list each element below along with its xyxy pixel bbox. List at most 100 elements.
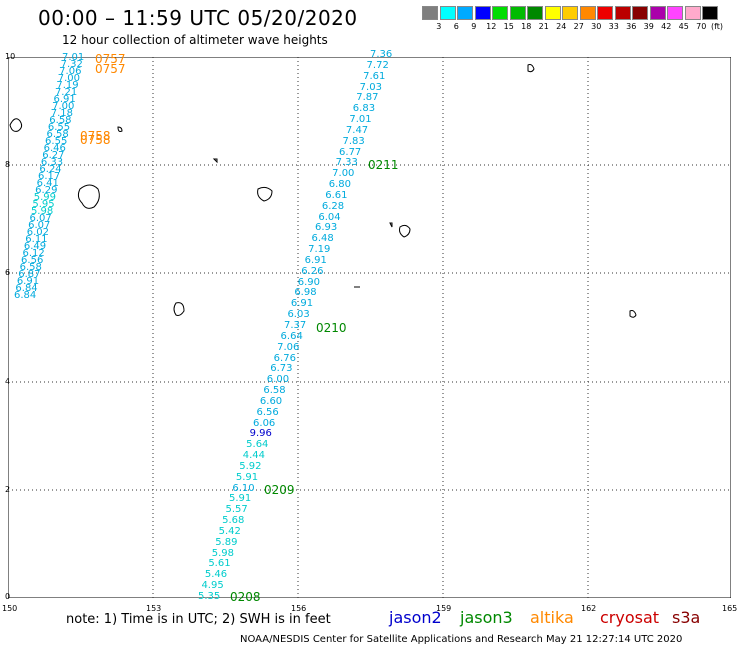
legend-label: 70 <box>696 22 707 31</box>
swh-value: 6.04 <box>318 211 341 223</box>
swh-value: 5.98 <box>211 547 235 559</box>
pass-label-altika: 0758 <box>80 133 111 147</box>
swh-value: 5.46 <box>204 569 228 581</box>
legend-swatch <box>562 6 578 20</box>
swh-value: 7.33 <box>335 157 358 169</box>
swh-value: 6.84 <box>15 283 38 294</box>
swh-value: 7.36 <box>370 49 393 60</box>
swh-value: 6.24 <box>39 164 62 175</box>
legend-swatch <box>579 6 596 20</box>
swh-value: 6.91 <box>290 298 314 310</box>
map-title: 00:00 – 11:59 UTC 05/20/2020 <box>38 6 358 30</box>
swh-value: 6.98 <box>294 287 317 299</box>
y-tick-label: 0 <box>5 592 11 601</box>
swh-value: 5.91 <box>228 493 252 505</box>
swh-value: 5.92 <box>239 460 262 472</box>
island-outline <box>399 224 411 238</box>
y-tick-label: 10 <box>5 52 16 61</box>
swh-value: 6.49 <box>23 241 47 252</box>
swh-value: 5.42 <box>218 525 241 537</box>
pass-label-altika: 0758 <box>80 129 111 143</box>
swh-value: 6.29 <box>35 185 58 196</box>
y-tick-label: 6 <box>5 268 11 277</box>
swh-value: 6.84 <box>14 290 37 301</box>
pass-label-0210: 0210 <box>316 321 347 335</box>
legend-label: 42 <box>661 22 672 31</box>
legend-label: 12 <box>486 22 497 31</box>
legend-label: 36 <box>626 22 637 31</box>
swh-value: 7.21 <box>54 87 78 98</box>
legend-label: 21 <box>538 22 549 31</box>
swh-value: 6.58 <box>46 129 69 140</box>
swh-value: 6.46 <box>43 143 66 154</box>
swh-value: 6.73 <box>270 363 293 375</box>
island-outline <box>117 126 123 132</box>
swh-value: 6.58 <box>263 385 286 397</box>
y-tick-label: 4 <box>5 377 11 386</box>
legend-swatch <box>614 6 631 20</box>
y-tick-label: 2 <box>5 485 11 494</box>
satellite-label-jason3: jason3 <box>460 608 513 627</box>
swh-value: 6.07 <box>28 220 51 231</box>
swh-value: 6.48 <box>311 233 334 245</box>
x-tick-label: 159 <box>436 604 452 613</box>
legend-swatch <box>649 6 666 20</box>
legend-unit-label: (ft) <box>711 22 724 31</box>
island-outline <box>212 158 218 164</box>
swh-value: 7.87 <box>356 92 379 104</box>
swh-value: 6.91 <box>53 94 76 105</box>
swh-value: 4.44 <box>242 450 265 462</box>
swh-value: 5.68 <box>222 515 245 527</box>
swh-value: 6.10 <box>232 482 255 494</box>
x-tick-label: 156 <box>291 604 307 613</box>
legend-swatch <box>492 6 508 20</box>
swh-value: 6.91 <box>16 276 40 287</box>
satellite-label-jason2: jason2 <box>389 608 442 627</box>
swh-value: 6.56 <box>21 255 44 266</box>
note-text: note: 1) Time is in UTC; 2) SWH is in fe… <box>66 612 331 627</box>
legend-swatch <box>667 6 683 20</box>
swh-value: 6.06 <box>253 417 276 429</box>
swh-value: 6.55 <box>45 136 68 147</box>
swh-value: 6.87 <box>18 269 41 280</box>
swh-value: 7.47 <box>345 124 369 136</box>
swh-value: 6.17 <box>38 171 61 182</box>
swh-value: 7.03 <box>359 81 382 93</box>
swh-value: 7.01 <box>349 114 372 126</box>
swh-value: 6.26 <box>301 265 324 277</box>
swh-value: 6.58 <box>19 262 42 273</box>
swh-value: 9.96 <box>249 428 272 440</box>
swh-value: 7.72 <box>366 59 389 71</box>
swh-value: 6.28 <box>321 200 345 212</box>
legend-label: 27 <box>573 22 584 31</box>
x-tick-label: 153 <box>146 604 162 613</box>
island-outlines <box>9 64 637 318</box>
legend-label: 15 <box>503 22 514 31</box>
legend-label: 33 <box>608 22 619 31</box>
swh-value: 7.00 <box>52 101 75 112</box>
swh-value: 6.76 <box>273 352 296 364</box>
island-outline <box>257 186 273 202</box>
legend-swatch <box>632 6 648 20</box>
swh-value: 5.89 <box>215 536 238 548</box>
island-outline <box>9 118 23 132</box>
swh-value: 5.64 <box>246 439 269 451</box>
legend-label: 24 <box>556 22 567 31</box>
legend-label: 18 <box>521 22 532 31</box>
x-tick-label: 162 <box>581 604 597 613</box>
island-outline <box>527 64 535 73</box>
legend-swatch <box>597 6 613 20</box>
swh-value: 7.06 <box>277 341 300 353</box>
pass-label-altika: 0757 <box>95 52 126 66</box>
swh-value: 6.33 <box>40 157 64 168</box>
swh-value: 7.19 <box>56 80 79 91</box>
swh-value: 5.95 <box>32 199 55 210</box>
swh-value: 4.95 <box>201 580 224 592</box>
pass-label-0208: 0208 <box>230 590 261 604</box>
island-outline <box>629 310 637 318</box>
swh-value: 5.57 <box>225 504 248 516</box>
legend-swatch <box>684 6 701 20</box>
legend-swatch <box>544 6 561 20</box>
swh-value: 7.19 <box>308 244 331 256</box>
island-outline <box>389 222 393 228</box>
